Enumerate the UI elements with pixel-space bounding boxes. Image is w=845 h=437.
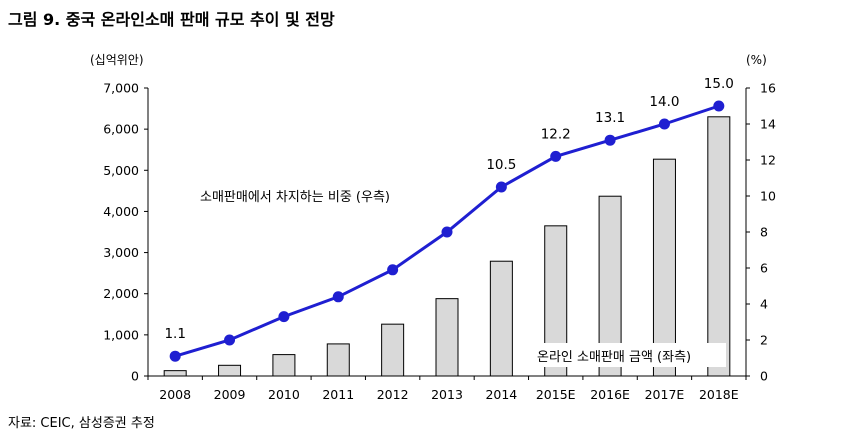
line-point <box>387 264 399 276</box>
line-point <box>278 311 290 323</box>
left-tick-label: 7,000 <box>103 81 139 96</box>
bar-series-label: 온라인 소매판매 금액 (좌측) <box>537 350 691 365</box>
left-tick-label: 3,000 <box>103 245 139 260</box>
line-point <box>658 118 670 130</box>
left-axis-ticks: 0 1,000 2,000 3,000 4,000 5,000 6,000 7,000 <box>103 81 148 384</box>
left-tick-label: 1,000 <box>103 327 139 342</box>
bar <box>272 354 296 377</box>
line-point <box>495 181 507 193</box>
right-tick-label: 10 <box>760 189 776 204</box>
axes <box>147 88 747 377</box>
line-data-label: 12.2 <box>541 126 571 142</box>
line-point <box>169 350 181 362</box>
line-point <box>224 334 236 346</box>
line-series-label: 소매판매에서 차지하는 비중 (우측) <box>200 190 390 205</box>
bar-series-label-box: 온라인 소매판매 금액 (좌측) <box>530 343 726 367</box>
line-point <box>332 291 344 303</box>
bar <box>381 323 405 377</box>
x-tick-label: 2018E <box>699 387 739 402</box>
x-tick-label: 2013 <box>431 387 463 402</box>
left-tick-label: 2,000 <box>103 286 139 301</box>
left-tick-label: 5,000 <box>103 163 139 178</box>
x-tick-label: 2014 <box>485 387 517 402</box>
bar <box>326 343 350 377</box>
left-tick-label: 6,000 <box>103 122 139 137</box>
line-point <box>550 150 562 162</box>
line-data-label: 1.1 <box>164 326 185 342</box>
x-axis-ticks: 2008 2009 2010 2011 2012 2013 2014 2015E 2016E 20… <box>147 376 747 402</box>
source-note: 자료: CEIC, 삼성증권 추정 <box>8 416 155 431</box>
x-tick-label: 2009 <box>214 387 246 402</box>
left-axis-unit: (십억위안) <box>90 53 144 67</box>
x-tick-label: 2010 <box>268 387 300 402</box>
x-tick-label: 2012 <box>377 387 409 402</box>
line-point <box>604 134 616 146</box>
bar <box>163 370 187 377</box>
line-data-label: 13.1 <box>595 110 625 126</box>
right-tick-label: 2 <box>760 333 768 348</box>
right-tick-label: 14 <box>760 117 776 132</box>
right-axis-ticks: 0 2 4 6 8 10 12 14 16 <box>746 81 776 384</box>
line-data-label: 15.0 <box>704 76 734 92</box>
data-labels: 1.1 10.5 12.2 13.1 14.0 15.0 <box>164 76 733 342</box>
bar-series <box>163 116 731 377</box>
x-tick-label: 2008 <box>159 387 191 402</box>
line-point <box>713 100 725 112</box>
line-data-label: 10.5 <box>486 157 516 173</box>
bar <box>435 298 459 377</box>
bar <box>218 364 242 377</box>
right-tick-label: 16 <box>760 81 776 96</box>
chart-title: 그림 9. 중국 온라인소매 판매 규모 추이 및 전망 <box>8 10 335 29</box>
right-tick-label: 12 <box>760 153 776 168</box>
right-axis-unit: (%) <box>746 53 767 67</box>
x-tick-label: 2016E <box>590 387 630 402</box>
line-data-label: 14.0 <box>649 94 679 110</box>
x-tick-label: 2017E <box>645 387 685 402</box>
left-tick-label: 4,000 <box>103 204 139 219</box>
x-tick-label: 2015E <box>536 387 576 402</box>
right-tick-label: 8 <box>760 225 768 240</box>
line-series <box>169 100 725 362</box>
line-point <box>441 226 453 238</box>
right-tick-label: 4 <box>760 297 768 312</box>
right-tick-label: 6 <box>760 261 768 276</box>
x-tick-label: 2011 <box>322 387 354 402</box>
right-tick-label: 0 <box>760 369 768 384</box>
left-tick-label: 0 <box>131 369 139 384</box>
bar <box>707 116 731 377</box>
bar <box>489 260 513 377</box>
